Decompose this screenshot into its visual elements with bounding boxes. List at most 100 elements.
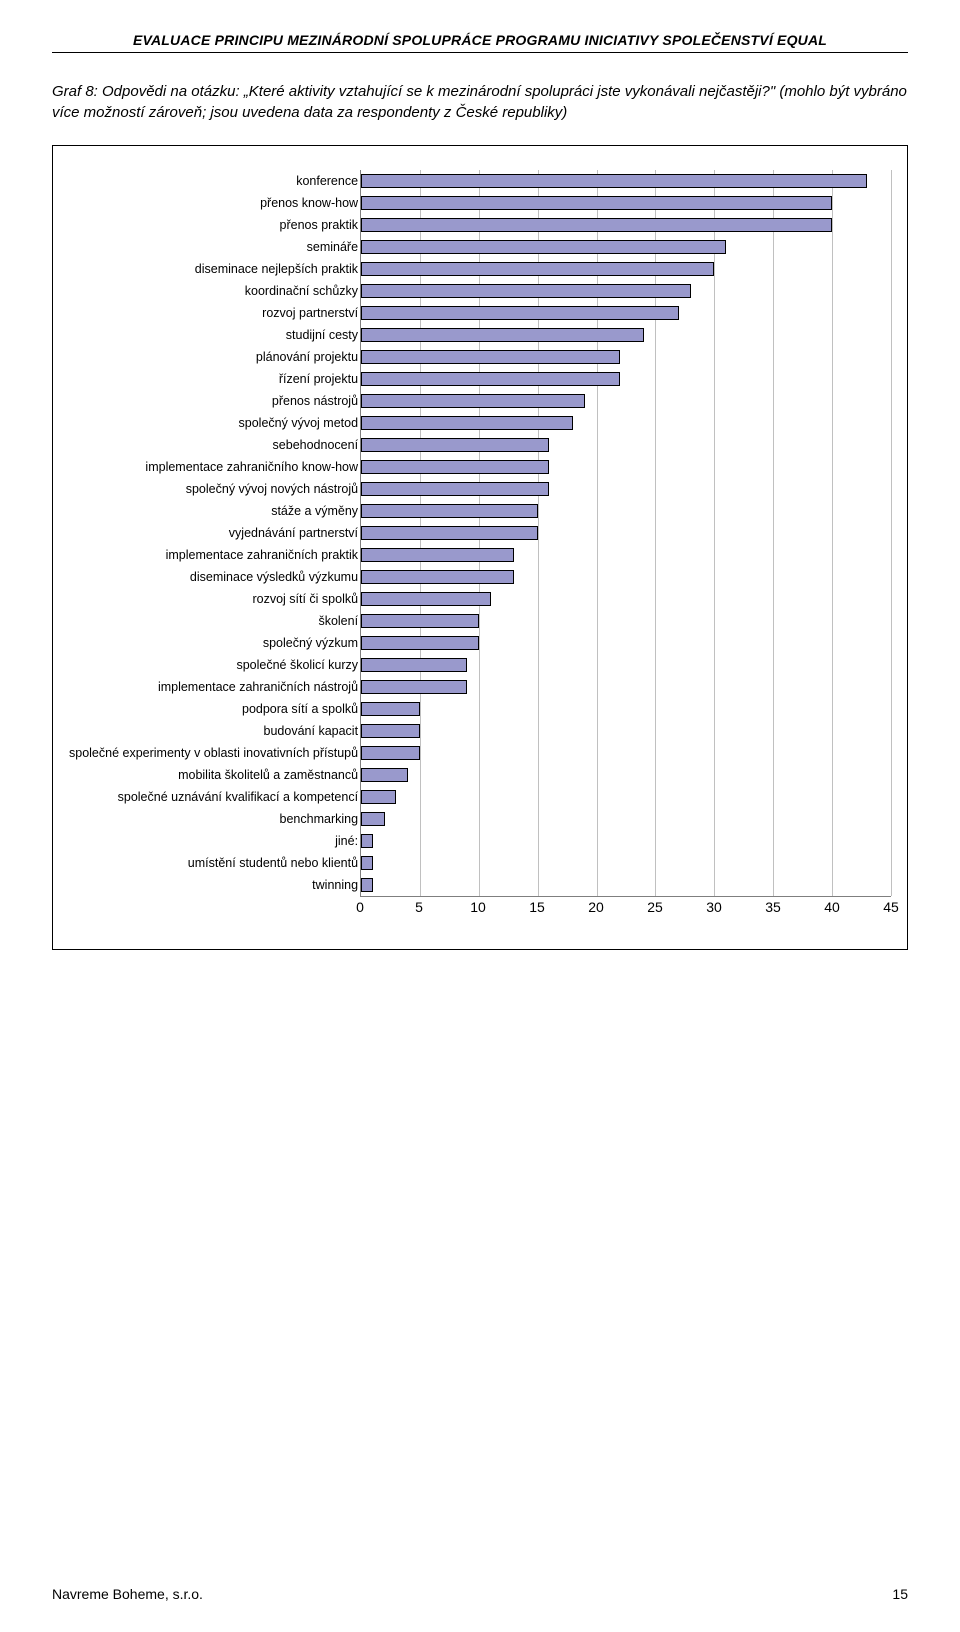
category-label: společné školicí kurzy [69, 654, 358, 676]
bar [361, 174, 867, 188]
bar-slot [361, 412, 891, 434]
x-tick-label: 30 [706, 899, 722, 915]
bar [361, 702, 420, 716]
category-label: implementace zahraničního know-how [69, 456, 358, 478]
bar-slot [361, 654, 891, 676]
footer-left: Navreme Boheme, s.r.o. [52, 1586, 203, 1602]
category-label: podpora sítí a spolků [69, 698, 358, 720]
bar [361, 306, 679, 320]
bar [361, 614, 479, 628]
category-label: sebehodnocení [69, 434, 358, 456]
x-tick-label: 5 [415, 899, 423, 915]
category-label: stáže a výměny [69, 500, 358, 522]
grid-line [891, 170, 892, 896]
bar-slot [361, 544, 891, 566]
bar-slot [361, 588, 891, 610]
x-tick-label: 40 [824, 899, 840, 915]
category-label: rozvoj partnerství [69, 302, 358, 324]
category-label: společné experimenty v oblasti inovativn… [69, 742, 358, 764]
bar-slot [361, 500, 891, 522]
bar [361, 790, 396, 804]
bar [361, 372, 620, 386]
category-label: benchmarking [69, 808, 358, 830]
category-label: studijní cesty [69, 324, 358, 346]
bar [361, 240, 726, 254]
category-label: diseminace výsledků výzkumu [69, 566, 358, 588]
bar-slot [361, 676, 891, 698]
plot-wrap: 051015202530354045 [360, 170, 891, 925]
category-label: rozvoj sítí či spolků [69, 588, 358, 610]
category-label: diseminace nejlepších praktik [69, 258, 358, 280]
bar-slot [361, 698, 891, 720]
bar-slot [361, 346, 891, 368]
bar [361, 592, 491, 606]
category-label: umístění studentů nebo klientů [69, 852, 358, 874]
chart-caption: Graf 8: Odpovědi na otázku: „Které aktiv… [52, 81, 908, 123]
bar [361, 856, 373, 870]
page-footer: Navreme Boheme, s.r.o. 15 [52, 1586, 908, 1602]
chart-container: konferencepřenos know-howpřenos praktiks… [52, 145, 908, 950]
category-label: koordinační schůzky [69, 280, 358, 302]
bar-slot [361, 434, 891, 456]
bar [361, 416, 573, 430]
category-label: jiné: [69, 830, 358, 852]
bar-slot [361, 324, 891, 346]
category-label: twinning [69, 874, 358, 896]
bar-slot [361, 456, 891, 478]
page: EVALUACE PRINCIPU MEZINÁRODNÍ SPOLUPRÁCE… [0, 0, 960, 1632]
bar [361, 460, 549, 474]
category-label: implementace zahraničních praktik [69, 544, 358, 566]
footer-page-number: 15 [892, 1586, 908, 1602]
bar [361, 504, 538, 518]
category-label: implementace zahraničních nástrojů [69, 676, 358, 698]
bar-slot [361, 830, 891, 852]
category-label: vyjednávání partnerství [69, 522, 358, 544]
bar-slot [361, 368, 891, 390]
bar [361, 746, 420, 760]
x-tick-label: 35 [765, 899, 781, 915]
bar-slot [361, 742, 891, 764]
bar [361, 196, 832, 210]
category-label: přenos praktik [69, 214, 358, 236]
bar-slot [361, 786, 891, 808]
chart-inner: konferencepřenos know-howpřenos praktiks… [69, 170, 891, 925]
bar-slot [361, 302, 891, 324]
bar-slot [361, 610, 891, 632]
category-label: společný vývoj nových nástrojů [69, 478, 358, 500]
category-label: společný vývoj metod [69, 412, 358, 434]
category-label: semináře [69, 236, 358, 258]
bar [361, 636, 479, 650]
bar [361, 724, 420, 738]
bar-slot [361, 214, 891, 236]
document-header: EVALUACE PRINCIPU MEZINÁRODNÍ SPOLUPRÁCE… [52, 32, 908, 53]
x-tick-label: 25 [647, 899, 663, 915]
x-axis-ticks: 051015202530354045 [360, 897, 891, 925]
bar-slot [361, 280, 891, 302]
plot-area [360, 170, 891, 897]
bar [361, 438, 549, 452]
category-label: přenos know-how [69, 192, 358, 214]
bar-slot [361, 632, 891, 654]
bar-slot [361, 720, 891, 742]
category-label: řízení projektu [69, 368, 358, 390]
bar-slot [361, 236, 891, 258]
bar-slot [361, 874, 891, 896]
y-axis-labels: konferencepřenos know-howpřenos praktiks… [69, 170, 360, 925]
x-tick-label: 20 [588, 899, 604, 915]
bar-slot [361, 170, 891, 192]
bar-slot [361, 192, 891, 214]
bar [361, 328, 644, 342]
bar [361, 658, 467, 672]
bar [361, 350, 620, 364]
category-label: společný výzkum [69, 632, 358, 654]
bar [361, 680, 467, 694]
bar [361, 570, 514, 584]
bar [361, 218, 832, 232]
category-label: školení [69, 610, 358, 632]
bar-slot [361, 478, 891, 500]
category-label: budování kapacit [69, 720, 358, 742]
bar [361, 394, 585, 408]
bar-slot [361, 566, 891, 588]
bar-slot [361, 258, 891, 280]
category-label: přenos nástrojů [69, 390, 358, 412]
